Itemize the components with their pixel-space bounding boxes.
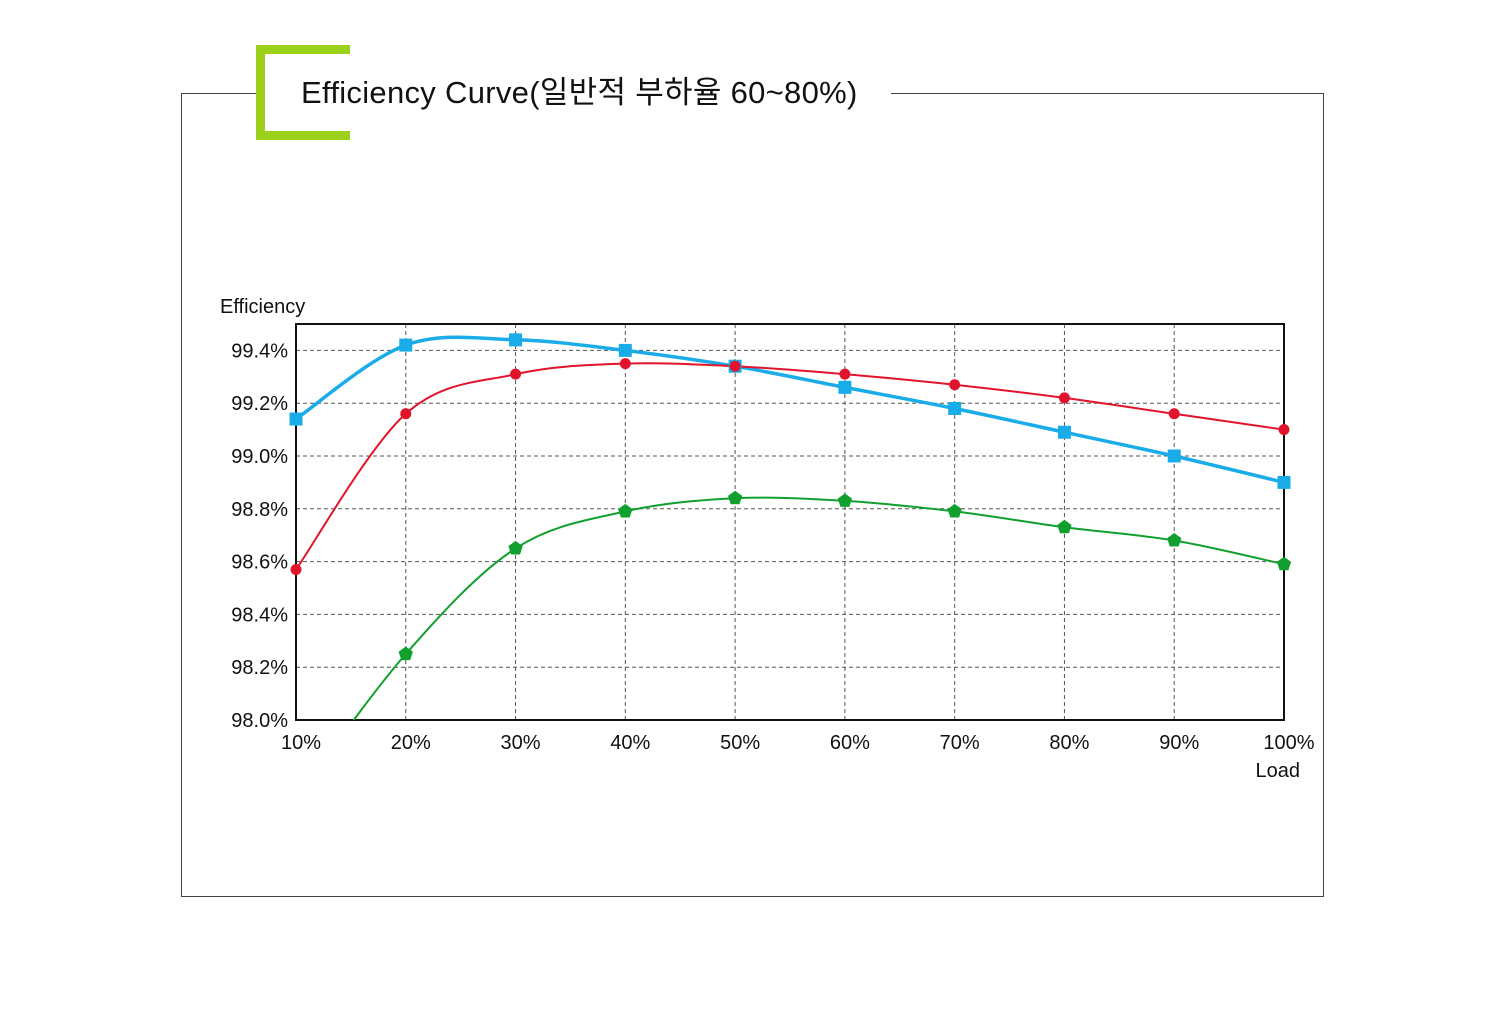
- x-tick-label: 50%: [720, 732, 760, 754]
- plot-border: [295, 323, 1285, 721]
- data-point-pentagon: [398, 646, 413, 661]
- data-point-square: [838, 380, 852, 394]
- data-point-pentagon: [618, 503, 633, 518]
- data-point-square: [948, 401, 962, 415]
- y-tick-label: 98.0%: [231, 710, 288, 732]
- x-tick-label: 60%: [830, 732, 870, 754]
- x-tick-label: 30%: [501, 732, 541, 754]
- series-line-circle: [296, 362, 1284, 571]
- data-point-circle: [1278, 424, 1290, 436]
- y-tick-label: 98.8%: [231, 499, 288, 521]
- plot-area: [296, 324, 1284, 720]
- x-tick-label: 70%: [940, 732, 980, 754]
- y-tick-label: 99.0%: [231, 446, 288, 468]
- x-tick-label: 10%: [281, 732, 321, 754]
- data-point-pentagon: [947, 503, 962, 518]
- data-point-circle: [1058, 392, 1070, 404]
- title-bracket-icon: [256, 45, 350, 140]
- page-title: Efficiency Curve(일반적 부하율 60~80%): [301, 75, 858, 110]
- x-tick-label: 80%: [1049, 732, 1089, 754]
- data-point-square: [1277, 475, 1291, 489]
- data-point-circle: [510, 368, 522, 380]
- series-line-square: [296, 335, 1284, 485]
- data-point-square: [1167, 449, 1181, 463]
- data-point-square: [618, 343, 632, 357]
- data-point-circle: [400, 408, 412, 420]
- x-tick-label: 40%: [610, 732, 650, 754]
- data-point-square: [289, 412, 303, 426]
- series-markers: [289, 333, 1292, 661]
- data-point-pentagon: [728, 490, 743, 505]
- y-tick-label: 99.2%: [231, 393, 288, 415]
- data-point-pentagon: [837, 493, 852, 507]
- x-tick-label: 100%: [1263, 732, 1314, 754]
- data-point-circle: [290, 564, 302, 576]
- data-point-circle: [619, 358, 631, 370]
- series-line-pentagon: [352, 496, 1284, 720]
- data-point-circle: [1168, 408, 1180, 420]
- data-point-square: [399, 338, 413, 352]
- x-tick-label: 20%: [391, 732, 431, 754]
- data-point-circle: [839, 368, 851, 380]
- data-point-square: [509, 333, 523, 347]
- y-tick-label: 99.4%: [231, 340, 288, 362]
- y-tick-label: 98.6%: [231, 552, 288, 574]
- series-lines: [296, 335, 1284, 720]
- data-point-circle: [949, 379, 961, 391]
- y-tick-labels: 98.0% 98.2% 98.4% 98.6% 98.8% 99.0% 99.2% 99.4%: [231, 340, 288, 732]
- data-point-pentagon: [1057, 519, 1072, 534]
- x-tick-labels: 10% 20% 30% 40% 50% 60% 70% 80% 90% 100%: [281, 732, 1315, 754]
- data-point-pentagon: [1276, 556, 1292, 571]
- y-tick-label: 98.2%: [231, 657, 288, 679]
- x-axis-label: Load: [1256, 760, 1301, 782]
- data-point-square: [1057, 425, 1071, 439]
- y-axis-label: Efficiency: [220, 296, 305, 318]
- title-background: [265, 70, 891, 120]
- x-tick-label: 90%: [1159, 732, 1199, 754]
- data-point-pentagon: [1167, 533, 1182, 547]
- y-tick-label: 98.4%: [231, 604, 288, 626]
- data-point-circle: [729, 360, 741, 372]
- data-point-pentagon: [508, 540, 523, 555]
